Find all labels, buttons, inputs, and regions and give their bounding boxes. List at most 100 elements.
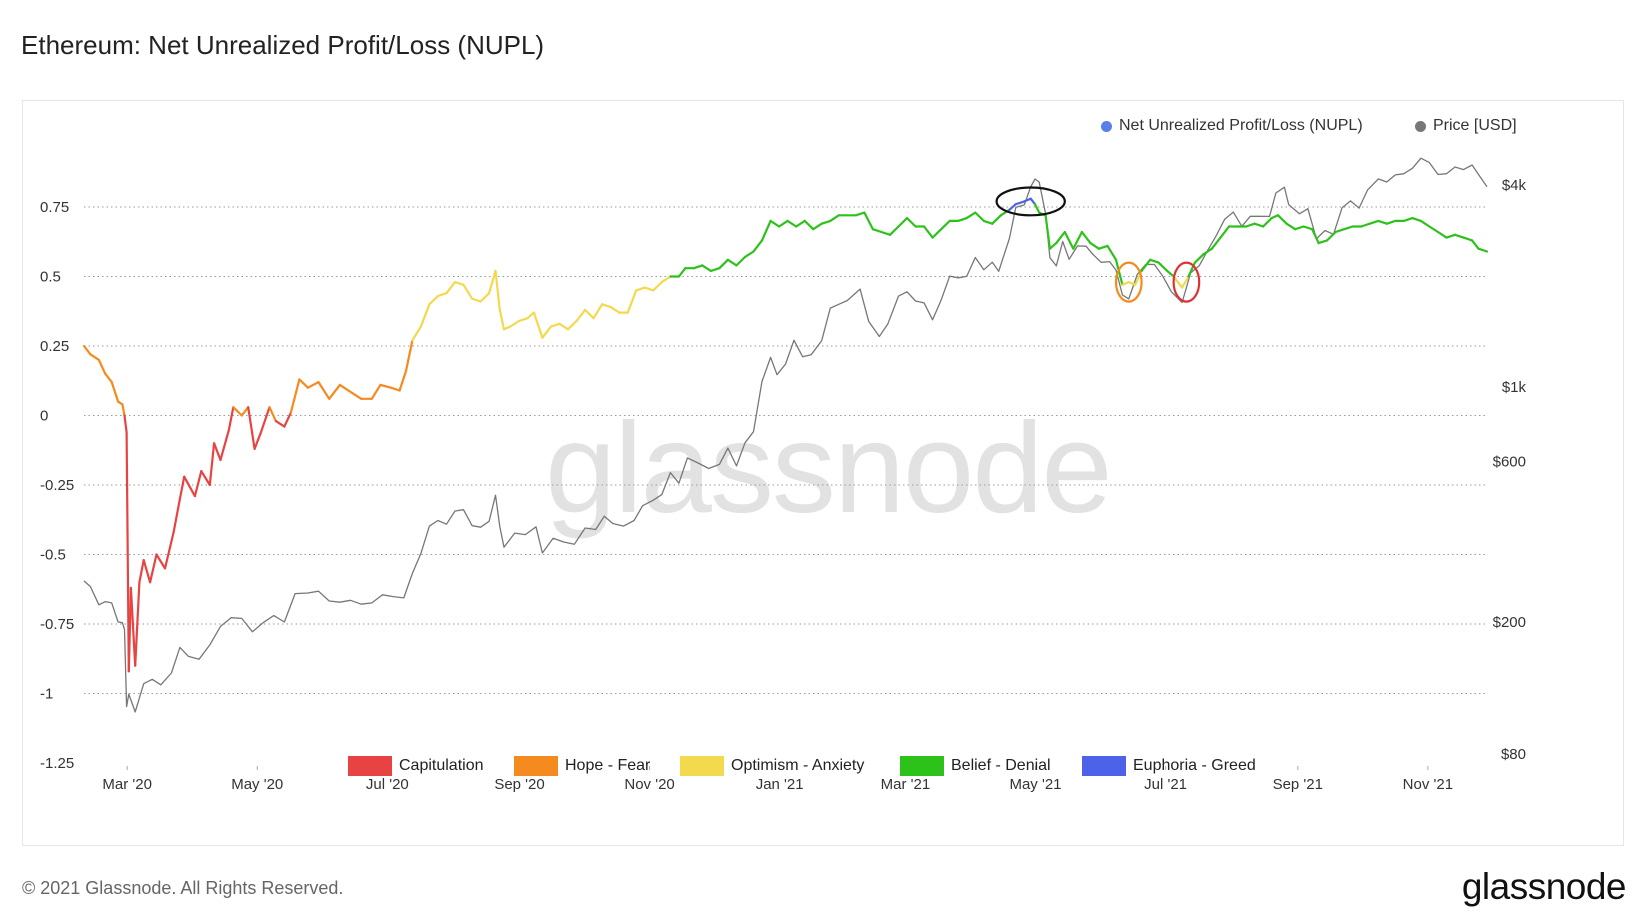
page-title: Ethereum: Net Unrealized Profit/Loss (NU… <box>21 30 545 60</box>
nupl-segment <box>268 406 277 423</box>
nupl-segment <box>677 267 687 278</box>
nupl-segment <box>643 286 655 292</box>
zone-swatch-optimism-anxiety <box>680 756 724 776</box>
nupl-segment <box>338 383 354 395</box>
y-left-tick-label: 0 <box>40 408 48 425</box>
nupl-segment <box>743 250 755 259</box>
nupl-segment <box>1180 275 1190 289</box>
y-left-tick-label: 0.75 <box>40 199 69 216</box>
x-tick-label: Jan '21 <box>756 776 804 793</box>
nupl-segment <box>709 267 721 272</box>
nupl-segment <box>786 219 798 228</box>
nupl-segment <box>1453 233 1465 239</box>
nupl-segment <box>208 442 216 487</box>
annotation-ellipse <box>995 186 1066 217</box>
y-left-tick-label: 0.5 <box>40 269 61 286</box>
nupl-segment <box>931 228 943 239</box>
zone-legend-capitulation: Capitulation <box>348 754 484 778</box>
nupl-segment <box>863 211 875 231</box>
nupl-segment <box>127 586 132 673</box>
nupl-segment <box>600 303 612 309</box>
zone-label-euphoria-greed: Euphoria - Greed <box>1133 757 1256 774</box>
nupl-segment <box>125 431 130 673</box>
nupl-segment <box>479 292 491 303</box>
nupl-segment <box>940 219 951 231</box>
nupl-segment <box>1097 244 1109 250</box>
legend-item-price[interactable]: Price [USD] <box>1415 117 1517 135</box>
nupl-segment <box>583 308 595 320</box>
nupl-segment <box>104 372 113 384</box>
nupl-segment <box>609 306 621 314</box>
nupl-segment <box>974 211 985 222</box>
nupl-segment <box>1127 281 1137 286</box>
nupl-segment <box>232 406 243 417</box>
nupl-segment <box>626 289 638 314</box>
nupl-segment <box>1293 225 1305 231</box>
legend-item-nupl[interactable]: Net Unrealized Profit/Loss (NUPL) <box>1101 117 1363 135</box>
x-tick-label: Sep '21 <box>1273 776 1323 793</box>
nupl-segment <box>1014 200 1026 206</box>
nupl-segment <box>97 358 107 375</box>
nupl-segment <box>701 264 713 272</box>
nupl-segment <box>1419 219 1431 228</box>
x-tick-label: Nov '20 <box>624 776 674 793</box>
nupl-segment <box>635 286 646 292</box>
nupl-segment <box>1285 222 1297 231</box>
nupl-segment <box>718 258 730 270</box>
x-tick-label: Nov '21 <box>1403 776 1453 793</box>
legend-dot-price <box>1415 120 1426 132</box>
nupl-segment <box>1063 230 1075 250</box>
nupl-segment <box>1325 230 1337 242</box>
chart-frame <box>22 100 1624 846</box>
y-right-tick-label: $80 <box>1501 746 1526 763</box>
zone-label-optimism-anxiety: Optimism - Anxiety <box>731 757 865 774</box>
nupl-segment <box>982 219 994 225</box>
nupl-segment <box>1140 258 1152 272</box>
nupl-segment <box>471 297 482 303</box>
nupl-segment <box>1342 225 1354 231</box>
nupl-segment <box>1157 261 1169 272</box>
nupl-segment <box>494 269 501 311</box>
nupl-segment <box>991 214 1003 225</box>
nupl-segment <box>812 222 823 231</box>
nupl-segment <box>1428 225 1440 234</box>
nupl-segment <box>1033 203 1041 214</box>
nupl-segment <box>880 230 892 236</box>
nupl-segment <box>123 414 128 434</box>
nupl-segment <box>1462 236 1474 242</box>
nupl-segment <box>428 294 439 306</box>
nupl-segment <box>532 311 544 339</box>
nupl-segment <box>1244 222 1256 228</box>
y-left-tick-label: -0.5 <box>40 547 66 564</box>
nupl-segment <box>871 228 883 234</box>
nupl-segment <box>163 531 175 570</box>
nupl-segment <box>509 319 521 328</box>
nupl-segment <box>247 406 256 450</box>
y-left-tick-label: -0.25 <box>40 477 74 494</box>
footer-logo[interactable]: glassnode <box>1461 866 1627 907</box>
nupl-segment <box>298 378 309 389</box>
nupl-segment <box>404 339 414 373</box>
nupl-segment <box>289 378 301 414</box>
nupl-segment <box>795 219 806 228</box>
nupl-segment <box>351 392 363 400</box>
legend-dot-nupl <box>1101 120 1112 132</box>
nupl-segment <box>1121 281 1130 286</box>
nupl-segment <box>692 264 704 270</box>
y-left-tick-label: -1.25 <box>40 755 74 772</box>
nupl-segment <box>436 292 448 298</box>
zone-label-belief-denial: Belief - Denial <box>951 757 1051 774</box>
nupl-segment <box>1080 230 1092 245</box>
nupl-segment <box>213 442 222 462</box>
nupl-segment <box>1360 222 1371 228</box>
nupl-segment <box>370 383 382 400</box>
x-tick-label: Jul '21 <box>1144 776 1187 793</box>
nupl-segment <box>1055 230 1066 245</box>
zone-label-hope-fear: Hope - Fear <box>565 757 651 774</box>
nupl-segment <box>1172 275 1184 289</box>
y-left-tick-label: -0.75 <box>40 616 74 633</box>
nupl-segment <box>138 558 145 584</box>
y-left-tick-label: 0.25 <box>40 338 69 355</box>
nupl-segment <box>777 219 789 228</box>
